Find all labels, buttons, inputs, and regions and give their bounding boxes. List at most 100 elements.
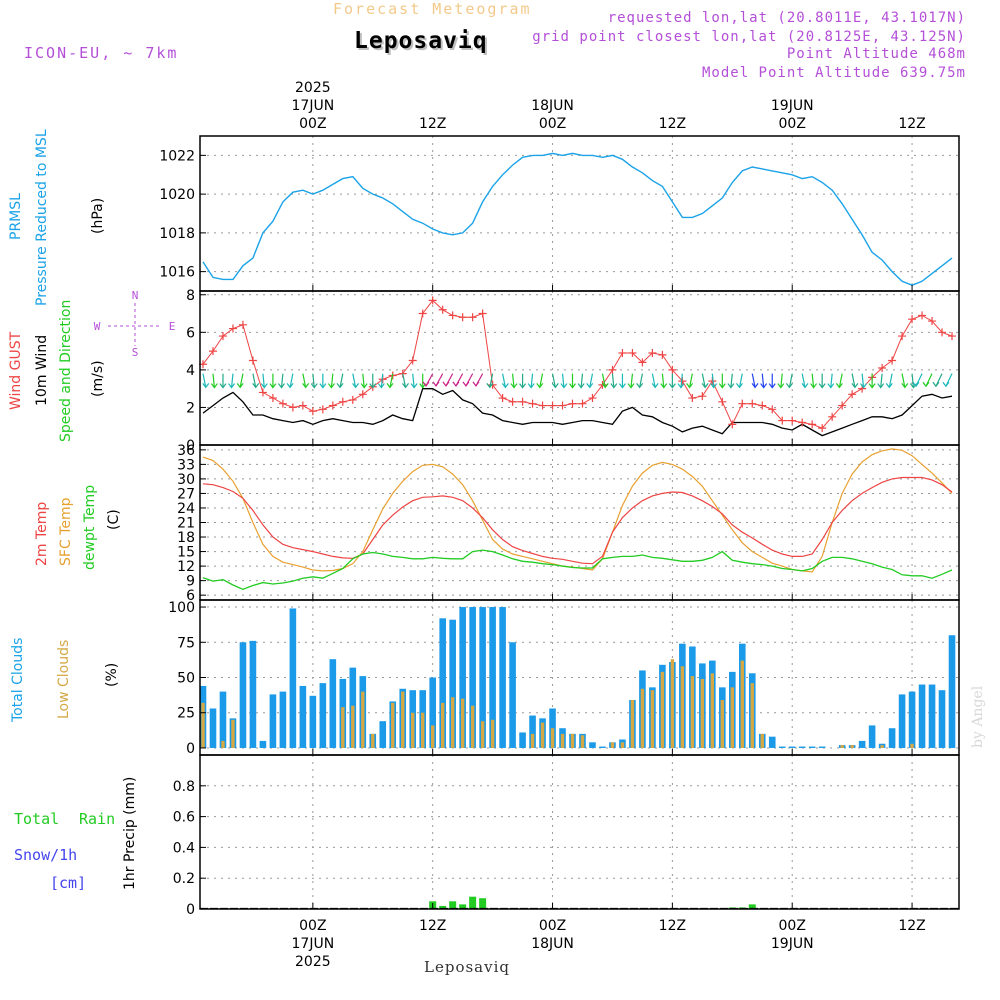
wind-arrow-head bbox=[901, 382, 909, 389]
wind-gust-point bbox=[318, 405, 327, 414]
wind-gust-point bbox=[618, 348, 627, 357]
wind-arrow-head bbox=[942, 381, 950, 388]
wind-direction-arrow bbox=[511, 373, 515, 388]
bottom-time-label: 18JUN bbox=[531, 936, 574, 952]
wind-arrow-head bbox=[536, 382, 544, 389]
low-clouds-bar bbox=[660, 671, 665, 748]
wind-gust-point bbox=[518, 397, 527, 406]
wind-direction-arrow bbox=[888, 373, 893, 388]
wind-gust-point bbox=[888, 356, 897, 365]
rain-bar bbox=[449, 901, 457, 909]
wind-arrow-head bbox=[228, 383, 236, 389]
wind-arrow-head bbox=[710, 383, 718, 389]
wind-gust-point bbox=[688, 394, 697, 403]
low-clouds-bar bbox=[221, 740, 225, 748]
wind-gust-point bbox=[948, 332, 957, 341]
low-clouds-bar bbox=[540, 722, 545, 748]
rain-bar bbox=[469, 896, 477, 909]
wind-arrow-head bbox=[369, 383, 377, 389]
wind-gust-point bbox=[878, 364, 887, 372]
wind-gust-point bbox=[408, 356, 417, 365]
total-clouds-bar bbox=[329, 659, 337, 748]
wind-gust-point bbox=[788, 416, 797, 425]
low-clouds-bar bbox=[530, 733, 535, 748]
temp-ytick-label: 15 bbox=[177, 545, 195, 561]
wind-arrow-head bbox=[486, 382, 494, 389]
wind-direction-arrow bbox=[688, 373, 693, 388]
wind-gust-point bbox=[928, 317, 937, 326]
wind-gust-point bbox=[548, 401, 557, 410]
total-clouds-bar bbox=[888, 728, 896, 748]
temp-ytick-label: 12 bbox=[177, 559, 195, 575]
clouds-ytick-label: 75 bbox=[177, 635, 195, 651]
wind-direction-arrow bbox=[212, 373, 215, 388]
wind-gust-point bbox=[738, 399, 747, 408]
wind-gust-point bbox=[498, 394, 507, 403]
footer-station: Leposaviq bbox=[424, 958, 510, 976]
low-clouds-bar bbox=[730, 687, 734, 748]
wind-arrow-head bbox=[202, 382, 210, 389]
wind-arrow-head bbox=[377, 383, 385, 389]
wind-gust-point bbox=[828, 412, 837, 421]
wind-gust-point bbox=[528, 399, 537, 408]
wind-direction-arrow bbox=[661, 373, 665, 388]
top-time-label: 18JUN bbox=[531, 98, 574, 114]
wind-gust-point bbox=[428, 296, 437, 305]
wind-arrow-head bbox=[462, 381, 470, 387]
wind-gust-point bbox=[508, 397, 517, 406]
wind-arrow-head bbox=[560, 383, 568, 389]
model-name: ICON-EU, ~ 7km bbox=[24, 44, 179, 62]
wind-direction-arrow bbox=[680, 373, 683, 388]
wind-direction-arrow bbox=[630, 373, 634, 388]
total-clouds-bar bbox=[429, 677, 436, 748]
total-clouds-bar bbox=[269, 694, 277, 748]
low-clouds-bar bbox=[231, 719, 235, 748]
wind-arrow-head bbox=[627, 383, 635, 389]
wind-arrow-head bbox=[577, 383, 585, 389]
low-clouds-bar bbox=[391, 702, 395, 748]
wind-arrow-head bbox=[660, 383, 668, 389]
total-clouds-bar bbox=[319, 683, 327, 748]
wind-arrow-head bbox=[310, 383, 318, 389]
wind-gust-point bbox=[268, 394, 277, 403]
wind-gust-point bbox=[838, 401, 847, 410]
wind-gust-point bbox=[308, 407, 317, 416]
total-clouds-bar bbox=[209, 708, 217, 748]
wind-arrow-head bbox=[768, 383, 776, 389]
bottom-time-label: 12Z bbox=[898, 918, 925, 934]
wind-arrow-head bbox=[868, 383, 876, 389]
wind-direction-arrow bbox=[851, 373, 856, 388]
low-clouds-bar bbox=[650, 690, 655, 748]
wind-arrow-head bbox=[677, 383, 685, 389]
wind-gust-point bbox=[768, 405, 777, 414]
low-clouds-bar bbox=[610, 742, 615, 748]
wind-direction-arrow bbox=[880, 373, 883, 388]
total-clouds-bar bbox=[259, 740, 267, 748]
top-time-label: 19JUN bbox=[771, 98, 814, 114]
total-clouds-bar bbox=[299, 685, 307, 748]
wind-direction-arrow bbox=[230, 373, 234, 388]
low-clouds-bar bbox=[480, 721, 485, 748]
total-clouds-bar bbox=[928, 684, 936, 748]
top-time-label: 2025 bbox=[295, 80, 331, 96]
wind-direction-arrow bbox=[811, 373, 815, 388]
wind-direction-arrow bbox=[362, 373, 365, 388]
wind-direction-arrow bbox=[330, 373, 334, 388]
top-time-label: 12Z bbox=[419, 116, 446, 132]
low-clouds-bar bbox=[880, 745, 884, 748]
top-time-label: 12Z bbox=[659, 116, 686, 132]
top-time-label: 17JUN bbox=[292, 98, 335, 114]
low-clouds-bar bbox=[450, 697, 455, 748]
wind-gust-point bbox=[208, 347, 217, 356]
wind-gust-point bbox=[728, 420, 737, 429]
temp-ytick-label: 9 bbox=[186, 574, 195, 590]
bottom-time-label: 17JUN bbox=[292, 936, 335, 952]
wind-gust-point bbox=[438, 305, 447, 314]
wind-arrow-head bbox=[501, 382, 509, 389]
bottom-time-label: 00Z bbox=[539, 918, 566, 934]
wind-direction-arrow bbox=[352, 373, 357, 388]
wind-direction-arrow bbox=[801, 373, 806, 388]
wind-direction-arrow bbox=[589, 373, 594, 388]
total-clouds-bar bbox=[788, 746, 796, 748]
clouds-ytick-label: 50 bbox=[177, 671, 195, 687]
